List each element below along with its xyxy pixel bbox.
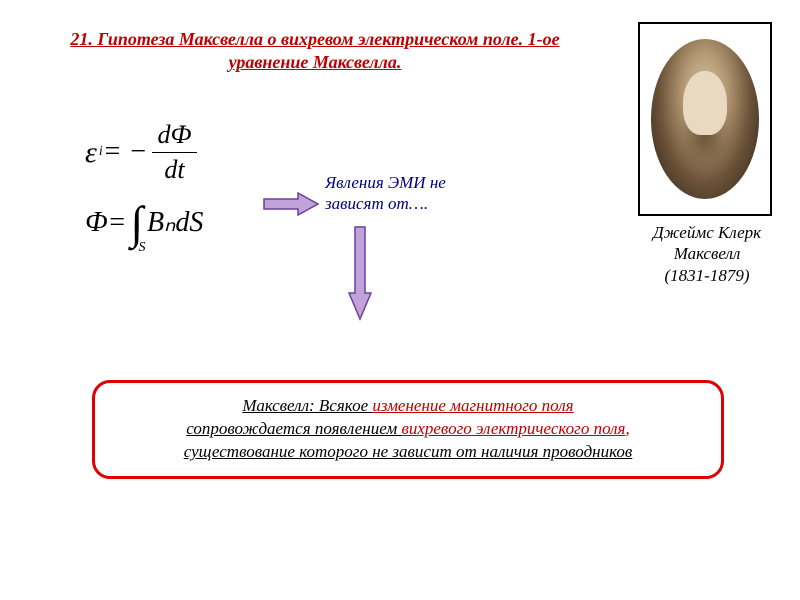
- portrait-caption: Джеймс Клерк Максвелл (1831-1879): [632, 222, 782, 286]
- st-p6: ,: [625, 419, 629, 438]
- st-p4: сопровождается появлением: [186, 419, 401, 438]
- maxwell-portrait: [638, 22, 772, 216]
- denominator: dt: [158, 153, 190, 187]
- portrait-oval: [651, 39, 759, 199]
- title-line-2: уравнение Максвелла.: [229, 52, 402, 72]
- slide-title: 21. Гипотеза Максвелла о вихревом электр…: [40, 28, 590, 75]
- emi-line-2: зависят от….: [325, 194, 428, 213]
- emi-text: Явления ЭМИ не зависят от….: [325, 172, 545, 215]
- caption-years: (1831-1879): [665, 266, 750, 285]
- arrow-down-icon: [346, 225, 374, 321]
- st-p5: вихревого электрического поля: [401, 419, 625, 438]
- dS: dS: [175, 205, 203, 241]
- numerator: dФ: [152, 118, 198, 153]
- emi-line-1: Явления ЭМИ не: [325, 173, 446, 192]
- integral-sign: ∫S: [130, 205, 143, 242]
- eq-sign: =: [108, 205, 127, 241]
- equation-emf: εi = − dФ dt: [85, 118, 203, 187]
- arrow-right-icon: [262, 190, 320, 218]
- eq-minus: = −: [103, 134, 148, 170]
- equation-flux: Ф = ∫S BₙdS: [85, 205, 203, 242]
- st-p2: : Всякое: [309, 396, 372, 415]
- epsilon: ε: [85, 133, 97, 172]
- phi: Ф: [85, 205, 108, 241]
- st-p7: существование которого не зависит от нал…: [184, 442, 633, 461]
- integral-sub: S: [138, 242, 145, 253]
- title-line-1: 21. Гипотеза Максвелла о вихревом электр…: [70, 29, 559, 49]
- Bn: Bₙ: [147, 205, 175, 241]
- maxwell-statement-box: Максвелл: Всякое изменение магнитного по…: [92, 380, 724, 479]
- equations-block: εi = − dФ dt Ф = ∫S BₙdS: [85, 118, 203, 241]
- caption-name: Джеймс Клерк Максвелл: [653, 223, 761, 263]
- st-p3: изменение магнитного поля: [372, 396, 573, 415]
- st-maxwell: Максвелл: [242, 396, 309, 415]
- fraction: dФ dt: [152, 118, 198, 187]
